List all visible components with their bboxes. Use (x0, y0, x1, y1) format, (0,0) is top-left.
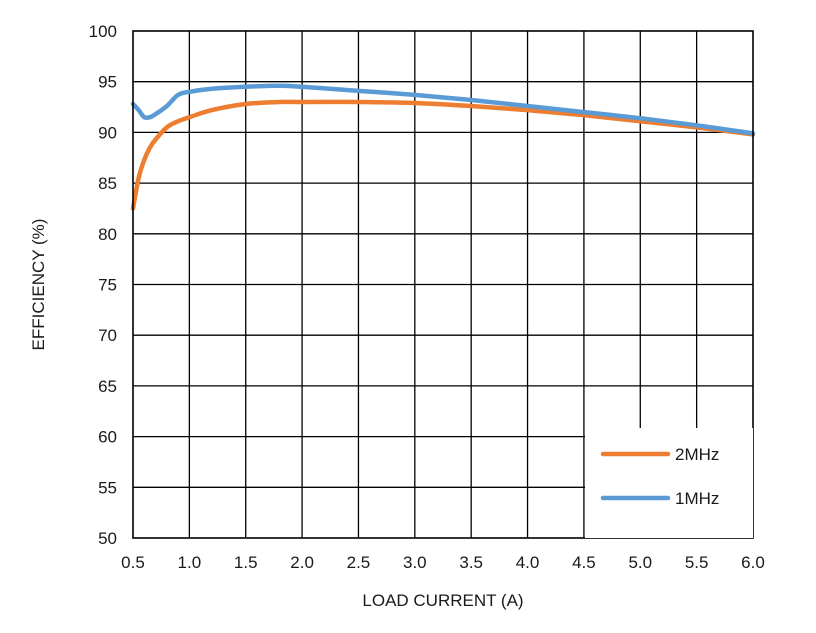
x-tick-label: 0.5 (121, 553, 145, 572)
x-tick-label: 5.5 (685, 553, 709, 572)
x-tick-label: 1.5 (234, 553, 258, 572)
series-lines (130, 83, 756, 211)
y-tick-label: 50 (98, 529, 117, 548)
x-tick-label: 6.0 (741, 553, 765, 572)
x-tick-label: 2.5 (347, 553, 371, 572)
y-tick-label: 90 (98, 123, 117, 142)
y-tick-label: 95 (98, 73, 117, 92)
legend-label-2mhz: 2MHz (675, 445, 719, 464)
x-tick-label: 4.5 (572, 553, 596, 572)
y-axis-label: EFFICIENCY (%) (29, 219, 48, 351)
x-axis-ticks: 0.5 1.0 1.5 2.0 2.5 3.0 3.5 4.0 4.5 5.0 5.5 6.0 (121, 553, 765, 572)
y-tick-label: 100 (89, 22, 117, 41)
y-tick-label: 60 (98, 428, 117, 447)
legend-label-1mhz: 1MHz (675, 489, 719, 508)
series-line-1mhz (130, 83, 756, 136)
legend-background (585, 428, 753, 538)
x-tick-label: 3.0 (403, 553, 427, 572)
series-line-2mhz (130, 99, 756, 211)
x-tick-label: 4.0 (516, 553, 540, 572)
y-tick-label: 55 (98, 478, 117, 497)
plot-frame (132, 30, 754, 539)
x-tick-label: 5.0 (628, 553, 652, 572)
y-tick-label: 80 (98, 225, 117, 244)
y-tick-label: 85 (98, 174, 117, 193)
x-tick-label: 3.5 (459, 553, 483, 572)
y-tick-label: 75 (98, 276, 117, 295)
y-axis-ticks: 50 55 60 65 70 75 80 85 90 95 100 (89, 22, 117, 548)
x-tick-label: 2.0 (290, 553, 314, 572)
y-tick-label: 70 (98, 326, 117, 345)
x-tick-label: 1.0 (178, 553, 202, 572)
x-axis-label: LOAD CURRENT (A) (362, 591, 523, 610)
legend: 2MHz 1MHz (585, 428, 753, 538)
y-tick-label: 65 (98, 377, 117, 396)
